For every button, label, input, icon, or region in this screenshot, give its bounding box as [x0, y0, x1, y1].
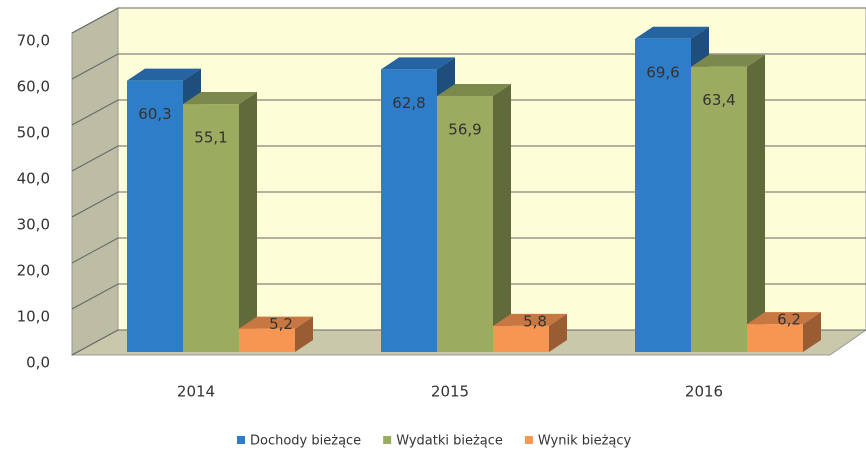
data-label: 63,4 [702, 91, 735, 109]
data-label: 55,1 [194, 129, 227, 147]
data-label: 5,8 [523, 312, 547, 330]
bar [691, 66, 747, 352]
y-tick-label: 0,0 [26, 354, 50, 372]
y-tick-label: 10,0 [17, 308, 50, 326]
y-tick-label: 40,0 [17, 170, 50, 188]
grid-line [71, 329, 866, 356]
legend-swatch [237, 436, 245, 444]
y-tick-label: 60,0 [17, 78, 50, 96]
bar [493, 325, 549, 352]
x-tick-label: 2014 [177, 383, 215, 401]
grid-line [71, 7, 866, 34]
data-label: 60,3 [138, 105, 171, 123]
y-tick-label: 30,0 [17, 216, 50, 234]
bar-side [549, 313, 567, 352]
bar-top [635, 26, 709, 39]
bar [437, 95, 493, 352]
data-label: 5,2 [269, 315, 293, 333]
data-label: 69,6 [646, 63, 679, 81]
legend-label: Wynik bieżący [538, 434, 632, 449]
legend-swatch [383, 436, 392, 444]
y-tick-label: 20,0 [17, 262, 50, 280]
bar-top [183, 92, 257, 105]
bar-side [747, 54, 765, 352]
bar [747, 324, 803, 352]
grid-line [71, 99, 866, 126]
grid-line [71, 53, 866, 80]
bar [239, 328, 295, 352]
data-label: 6,2 [777, 311, 801, 329]
data-label: 56,9 [448, 120, 481, 138]
bar [635, 38, 691, 353]
y-tick-label: 50,0 [17, 124, 50, 142]
bar-top [381, 57, 455, 70]
grid-line [71, 191, 866, 218]
bar [127, 80, 183, 353]
bar-top [691, 54, 765, 67]
grid-line [71, 283, 866, 310]
bar-top [493, 313, 567, 326]
bar-top [239, 316, 313, 329]
legend-label: Dochody bieżące [250, 434, 361, 449]
bar [183, 104, 239, 352]
legend-swatch [524, 436, 533, 444]
x-tick-label: 2016 [685, 383, 723, 401]
side-wall [71, 7, 119, 356]
bar-top [437, 83, 511, 96]
bar-top [747, 312, 821, 325]
bar-side [295, 316, 313, 352]
data-label: 62,8 [392, 94, 425, 112]
y-tick-label: 70,0 [17, 32, 50, 50]
bar-side [493, 83, 511, 352]
legend-label: Wydatki bieżące [396, 434, 503, 449]
grid-line [71, 145, 866, 172]
bar-top [127, 68, 201, 81]
x-tick-label: 2015 [431, 383, 469, 401]
bar-side [803, 312, 821, 352]
bar-side [239, 92, 257, 353]
grid-line [71, 237, 866, 264]
bar [381, 69, 437, 353]
